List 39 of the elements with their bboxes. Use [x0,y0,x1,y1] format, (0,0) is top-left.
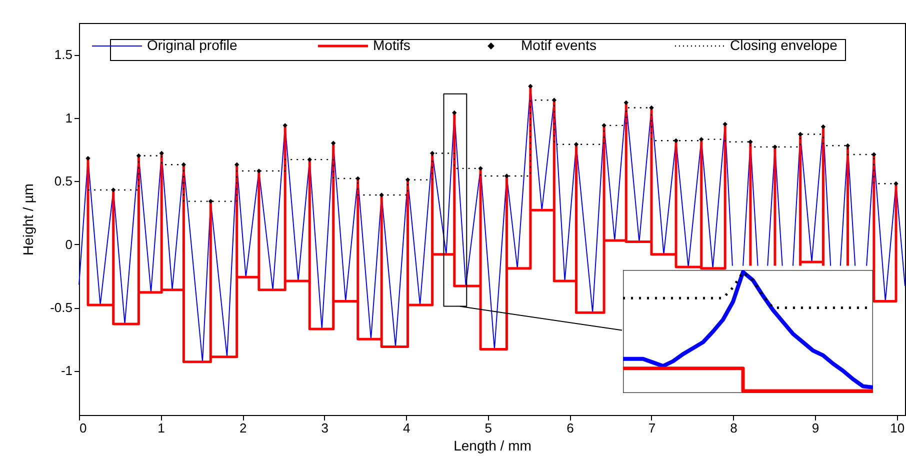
x-axis-title: Length / mm [454,438,532,454]
x-tick-label: 5 [484,420,492,436]
point [452,110,457,116]
point [86,156,90,161]
legend-label: Original profile [147,37,238,53]
y-tick-label: 1 [65,110,72,126]
legend-label: Motif events [521,37,596,53]
point [159,150,164,156]
x-tick-label: 9 [812,420,820,436]
x-tick-label: 3 [321,420,328,436]
point [504,174,510,178]
y-tick-label: 1.5 [54,47,72,62]
point [722,122,728,127]
legend-label: Motifs [373,37,410,53]
point [528,84,533,89]
point [282,123,288,128]
x-tick-label: 4 [403,420,410,436]
x-tick-label: 0 [80,420,87,436]
x-tick-label: 10 [890,420,905,436]
point [234,162,240,167]
point [845,143,850,148]
y-axis-title: Height / µm [20,184,36,256]
y-tick-label: -1 [60,363,72,378]
point [624,100,628,106]
y-tick-label: 0 [65,236,72,252]
x-tick-label: 7 [648,420,656,436]
x-tick-label: 6 [566,420,574,436]
y-tick-label: 0.5 [54,174,72,189]
x-tick-label: 2 [239,420,247,436]
y-tick-label: -0.5 [50,300,72,316]
point [820,124,826,130]
point [748,140,753,144]
point [331,140,336,146]
x-tick-label: 1 [158,420,165,436]
point [649,105,654,110]
legend-label: Closing envelope [730,37,838,53]
point [208,198,214,204]
point [894,181,898,186]
x-tick-label: 8 [730,420,738,436]
